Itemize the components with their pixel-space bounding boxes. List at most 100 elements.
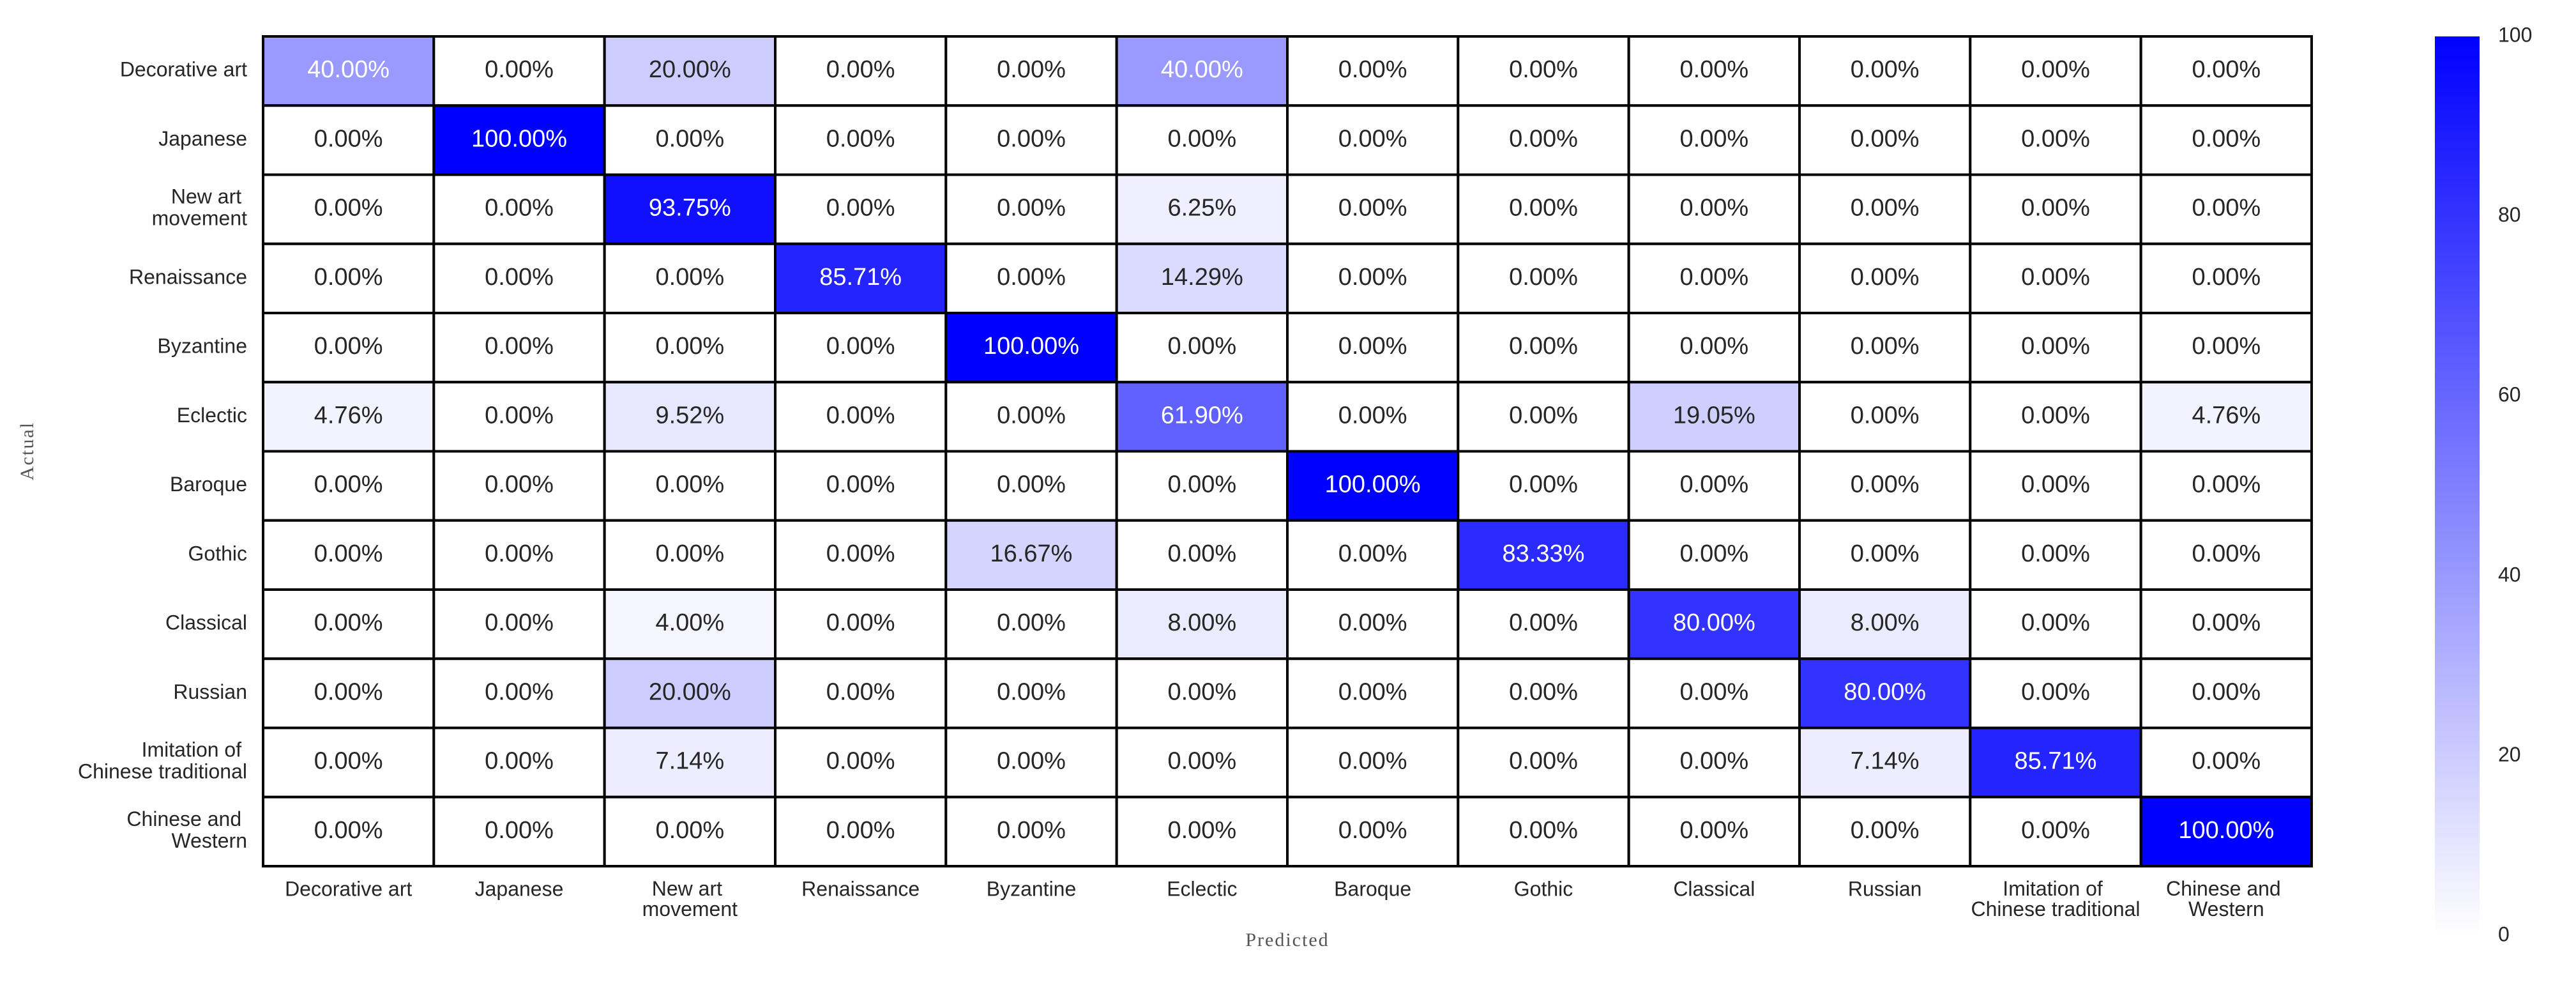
colorbar-tick-label: 40 [2498, 563, 2521, 586]
cell-label: 0.00% [2192, 264, 2261, 291]
heatmap-cell [1115, 35, 1289, 107]
cell-label: 0.00% [997, 56, 1066, 83]
cell-label: 0.00% [826, 195, 895, 222]
cell-label: 0.00% [1338, 264, 1407, 291]
heatmap-cell [2139, 657, 2314, 729]
y-tick-label: New art movement [152, 185, 248, 230]
cell-label: 0.00% [2192, 540, 2261, 567]
cell-label: 14.29% [1161, 264, 1243, 291]
y-tick-label: Russian [173, 680, 247, 703]
cell-label: 0.00% [1167, 748, 1236, 775]
cell-label: 0.00% [1167, 333, 1236, 360]
cell-label: 4.00% [655, 609, 724, 636]
cell-label: 0.00% [1509, 609, 1578, 636]
cell-label: 100.00% [983, 333, 1079, 360]
cell-label: 0.00% [1679, 333, 1748, 360]
cell-label: 9.52% [655, 402, 724, 429]
cell-label: 4.76% [314, 402, 383, 429]
x-tick-label: Classical [1673, 877, 1755, 900]
heatmap-cell [2139, 588, 2314, 660]
cell-label: 100.00% [1325, 471, 1421, 498]
heatmap-cell [774, 726, 948, 798]
cell-label: 0.00% [485, 678, 554, 705]
heatmap-cell [1627, 588, 1801, 660]
heatmap-cell [262, 242, 436, 314]
heatmap-cell [262, 35, 436, 107]
cell-label: 0.00% [826, 609, 895, 636]
heatmap-cell [944, 795, 1118, 867]
y-tick-label: Decorative art [120, 58, 247, 81]
cell-label: 0.00% [1338, 402, 1407, 429]
cell-label: 0.00% [314, 748, 383, 775]
heatmap-cell [774, 242, 948, 314]
cell-label: 0.00% [826, 678, 895, 705]
cell-label: 0.00% [485, 540, 554, 567]
heatmap-cell [603, 519, 777, 591]
cell-label: 0.00% [2021, 56, 2090, 83]
cell-label: 0.00% [1509, 402, 1578, 429]
heatmap-cell [944, 519, 1118, 591]
x-tick-label: Russian [1848, 877, 1922, 900]
cell-label: 0.00% [997, 471, 1066, 498]
cell-label: 0.00% [1851, 402, 1920, 429]
heatmap-cell [432, 35, 606, 107]
heatmap-cell [603, 588, 777, 660]
cell-label: 0.00% [314, 471, 383, 498]
cell-label: 19.05% [1673, 402, 1755, 429]
heatmap-cell [1969, 588, 2142, 660]
heatmap-cell [1627, 450, 1801, 522]
heatmap-cell [1286, 726, 1460, 798]
cell-label: 0.00% [485, 195, 554, 222]
cell-label: 0.00% [997, 609, 1066, 636]
cell-label: 0.00% [485, 609, 554, 636]
colorbar [2435, 36, 2480, 936]
cell-label: 0.00% [314, 678, 383, 705]
x-tick-label: Renaissance [801, 877, 920, 900]
heatmap-cell [432, 795, 606, 867]
cell-label: 0.00% [485, 56, 554, 83]
cell-label: 0.00% [655, 471, 724, 498]
colorbar-tick-label: 60 [2498, 383, 2521, 406]
y-axis-title: Actual [17, 422, 38, 480]
y-tick-label: Japanese [158, 127, 247, 150]
cell-label: 0.00% [1679, 540, 1748, 567]
x-tick-label: Imitation of Chinese traditional [1971, 877, 2140, 920]
cell-label: 0.00% [1509, 748, 1578, 775]
heatmap-cell [1798, 104, 1972, 176]
heatmap-cell [774, 104, 948, 176]
heatmap-cell [1286, 519, 1460, 591]
cell-label: 0.00% [485, 264, 554, 291]
cell-label: 100.00% [471, 125, 567, 152]
cell-label: 0.00% [2021, 678, 2090, 705]
cell-label: 80.00% [1673, 609, 1755, 636]
cell-label: 0.00% [1338, 540, 1407, 567]
colorbar-tick-label: 80 [2498, 203, 2521, 226]
heatmap-cell [1115, 381, 1289, 453]
y-tick-label: Baroque [170, 473, 247, 496]
heatmap-cell [1115, 795, 1289, 867]
x-tick-label: Eclectic [1167, 877, 1237, 900]
y-tick-label: Eclectic [177, 404, 247, 427]
cell-label: 0.00% [1679, 748, 1748, 775]
heatmap-cell [944, 450, 1118, 522]
cell-label: 0.00% [2021, 264, 2090, 291]
cell-label: 0.00% [1338, 56, 1407, 83]
heatmap-cell [1798, 657, 1972, 729]
cell-label: 0.00% [1509, 471, 1578, 498]
cell-label: 0.00% [1509, 195, 1578, 222]
cell-label: 0.00% [2192, 748, 2261, 775]
cell-label: 0.00% [997, 264, 1066, 291]
heatmap-cell [1286, 657, 1460, 729]
heatmap-cell [2139, 726, 2314, 798]
cell-label: 0.00% [314, 540, 383, 567]
cell-label: 0.00% [997, 125, 1066, 152]
cell-label: 0.00% [1509, 56, 1578, 83]
heatmap-cell [262, 726, 436, 798]
x-tick-label: Baroque [1334, 877, 1411, 900]
heatmap-cell [774, 173, 948, 245]
cell-label: 0.00% [485, 748, 554, 775]
heatmap-cell [1457, 35, 1630, 107]
cell-label: 0.00% [1167, 817, 1236, 844]
heatmap-cell [1969, 104, 2142, 176]
heatmap-cell [432, 726, 606, 798]
